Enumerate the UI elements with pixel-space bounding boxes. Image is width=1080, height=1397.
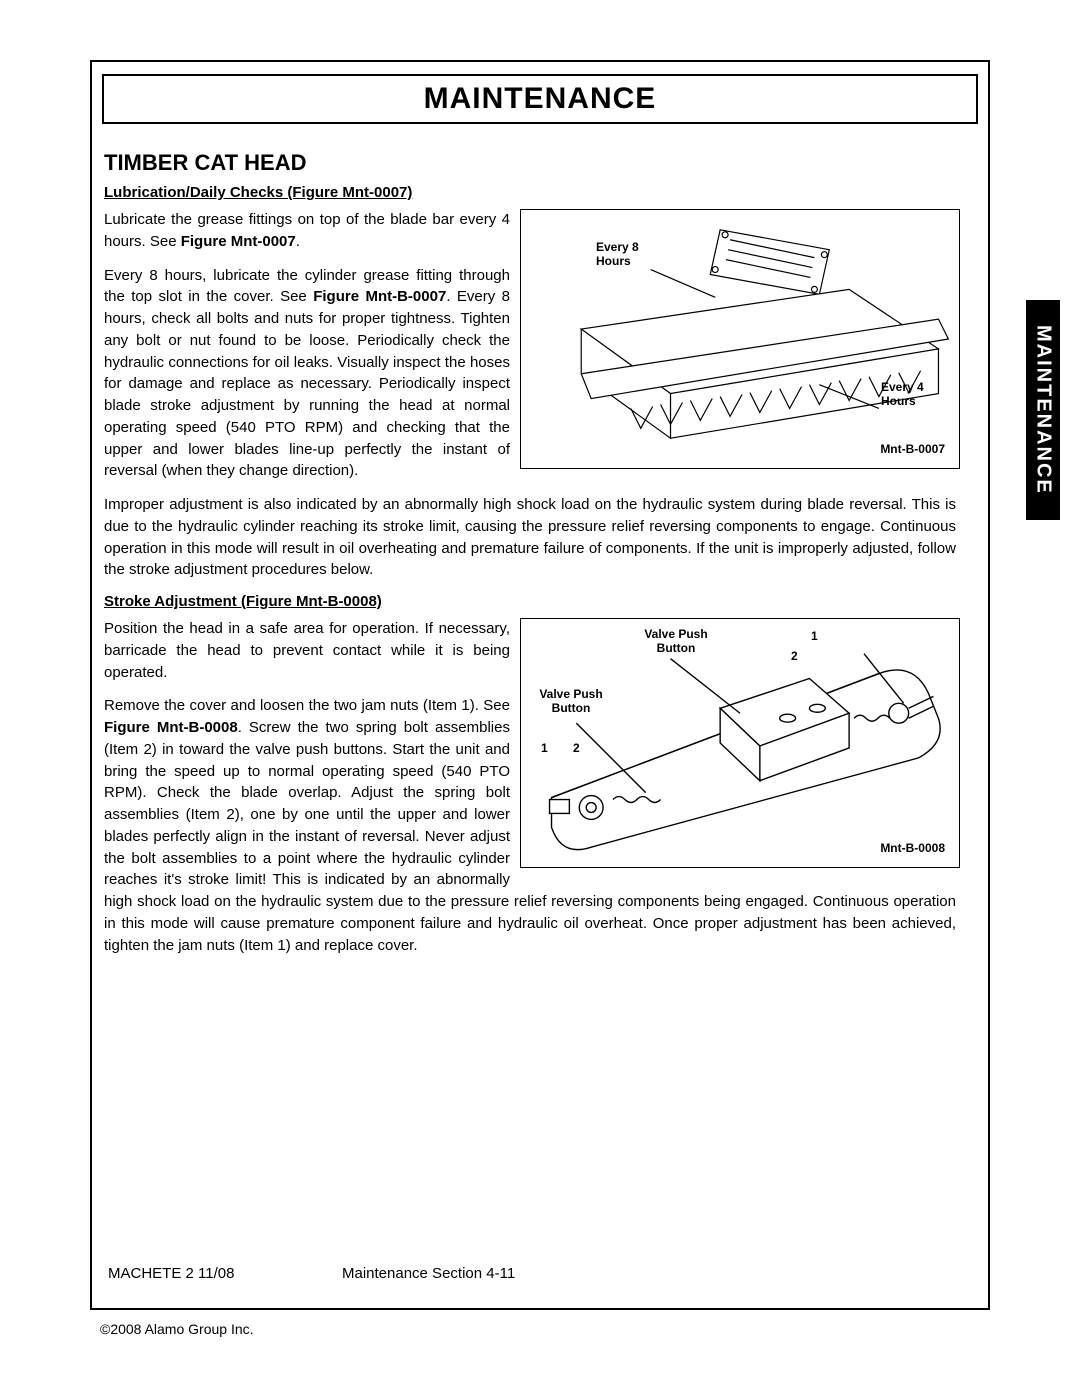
fig2-label-vpb-left: Valve Push Button bbox=[531, 687, 611, 715]
page-footer: MACHETE 2 11/08 Maintenance Section 4-11 bbox=[108, 1265, 972, 1282]
side-tab-maintenance: MAINTENANCE bbox=[1026, 300, 1060, 520]
copyright: ©2008 Alamo Group Inc. bbox=[100, 1321, 254, 1337]
para1b-b: . Every 8 hours, check all bolts and nut… bbox=[104, 288, 510, 479]
subheading-stroke: Stroke Adjustment (Figure Mnt-B-0008) bbox=[104, 593, 960, 610]
figure-2-svg bbox=[521, 619, 959, 867]
figure-mnt-b-0008: Valve Push Button Valve Push Button 1 2 … bbox=[520, 618, 960, 868]
para4a: Remove the cover and loosen the two jam … bbox=[104, 697, 510, 714]
page-title: MAINTENANCE bbox=[104, 82, 976, 116]
figure-1-svg bbox=[521, 210, 959, 468]
section-title: TIMBER CAT HEAD bbox=[104, 150, 960, 176]
para1b-bold: Figure Mnt-B-0007 bbox=[313, 288, 446, 305]
para-2: Improper adjustment is also indicated by… bbox=[104, 494, 956, 581]
fig1-label-8h: Every 8 Hours bbox=[596, 240, 656, 268]
para1a-bold: Figure Mnt-0007 bbox=[181, 233, 296, 250]
fig1-label-4h: Every 4 Hours bbox=[881, 380, 941, 408]
para1a-end: . bbox=[296, 233, 300, 250]
para1a-text: Lubricate the grease fittings on top of … bbox=[104, 211, 510, 250]
fig2-n2-left: 2 bbox=[573, 741, 580, 755]
fig2-label-vpb-top: Valve Push Button bbox=[636, 627, 716, 655]
content-area: TIMBER CAT HEAD Lubrication/Daily Checks… bbox=[100, 140, 960, 968]
title-box: MAINTENANCE bbox=[102, 74, 978, 124]
para4-bold: Figure Mnt-B-0008 bbox=[104, 719, 238, 736]
fig2-n1-top: 1 bbox=[811, 629, 818, 643]
fig2-id: Mnt-B-0008 bbox=[880, 841, 945, 855]
fig1-id: Mnt-B-0007 bbox=[880, 442, 945, 456]
subheading-lubrication: Lubrication/Daily Checks (Figure Mnt-000… bbox=[104, 184, 960, 201]
fig2-n2-top: 2 bbox=[791, 649, 798, 663]
footer-product-date: MACHETE 2 11/08 bbox=[108, 1265, 338, 1282]
footer-section: Maintenance Section 4-11 bbox=[338, 1265, 972, 1282]
fig2-n1-left: 1 bbox=[541, 741, 548, 755]
figure-mnt-b-0007: Every 8 Hours Every 4 Hours Mnt-B-0007 bbox=[520, 209, 960, 469]
